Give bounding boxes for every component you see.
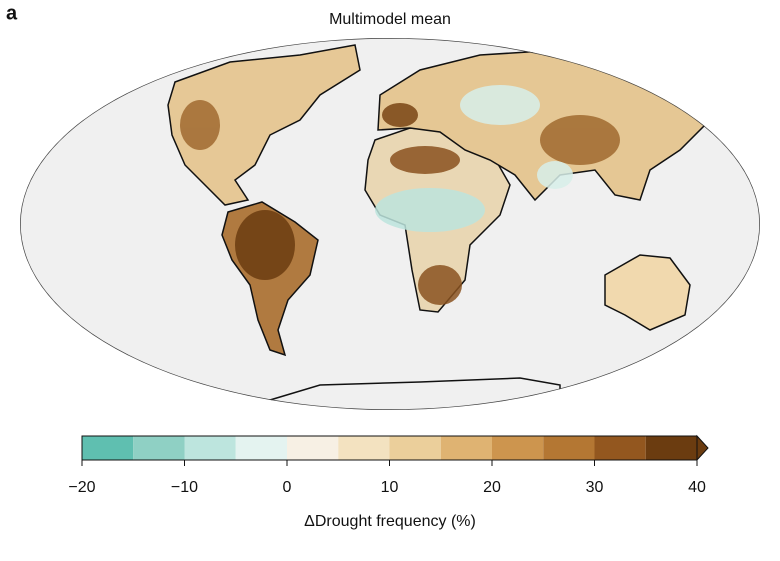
colorbar-bin <box>440 436 492 460</box>
colorbar-tick-label: 10 <box>381 479 399 496</box>
shade <box>382 103 418 127</box>
shade <box>235 210 295 280</box>
shade <box>375 188 485 232</box>
colorbar-bin <box>389 436 441 460</box>
colorbar-tick-label: −10 <box>171 479 198 496</box>
colorbar-tick-label: 30 <box>586 479 604 496</box>
colorbar-tick-label: −20 <box>68 479 95 496</box>
colorbar-bin <box>338 436 390 460</box>
shade <box>418 265 462 305</box>
panel-label: a <box>6 2 18 24</box>
colorbar-extension <box>696 434 709 462</box>
map <box>20 38 760 410</box>
colorbar: −20 −10 0 10 20 30 40 <box>68 434 709 496</box>
colorbar-bin <box>287 436 339 460</box>
colorbar-bin <box>492 436 544 460</box>
shading <box>180 85 620 305</box>
colorbar-tick-label: 20 <box>483 479 501 496</box>
colorbar-label: ΔDrought frequency (%) <box>304 513 476 530</box>
shade <box>460 85 540 125</box>
colorbar-bin <box>594 436 646 460</box>
shade <box>540 115 620 165</box>
map-title: Multimodel mean <box>329 11 451 28</box>
australia <box>604 254 691 331</box>
colorbar-bin <box>184 436 236 460</box>
shade <box>390 146 460 174</box>
shade <box>180 100 220 150</box>
colorbar-bin <box>82 436 134 460</box>
colorbar-bin <box>645 436 697 460</box>
colorbar-bin <box>133 436 185 460</box>
shade <box>537 161 573 189</box>
colorbar-tick-label: 0 <box>283 479 292 496</box>
colorbar-bin <box>235 436 287 460</box>
north-america <box>167 44 361 206</box>
colorbar-tick-label: 40 <box>688 479 706 496</box>
colorbar-bin <box>543 436 595 460</box>
